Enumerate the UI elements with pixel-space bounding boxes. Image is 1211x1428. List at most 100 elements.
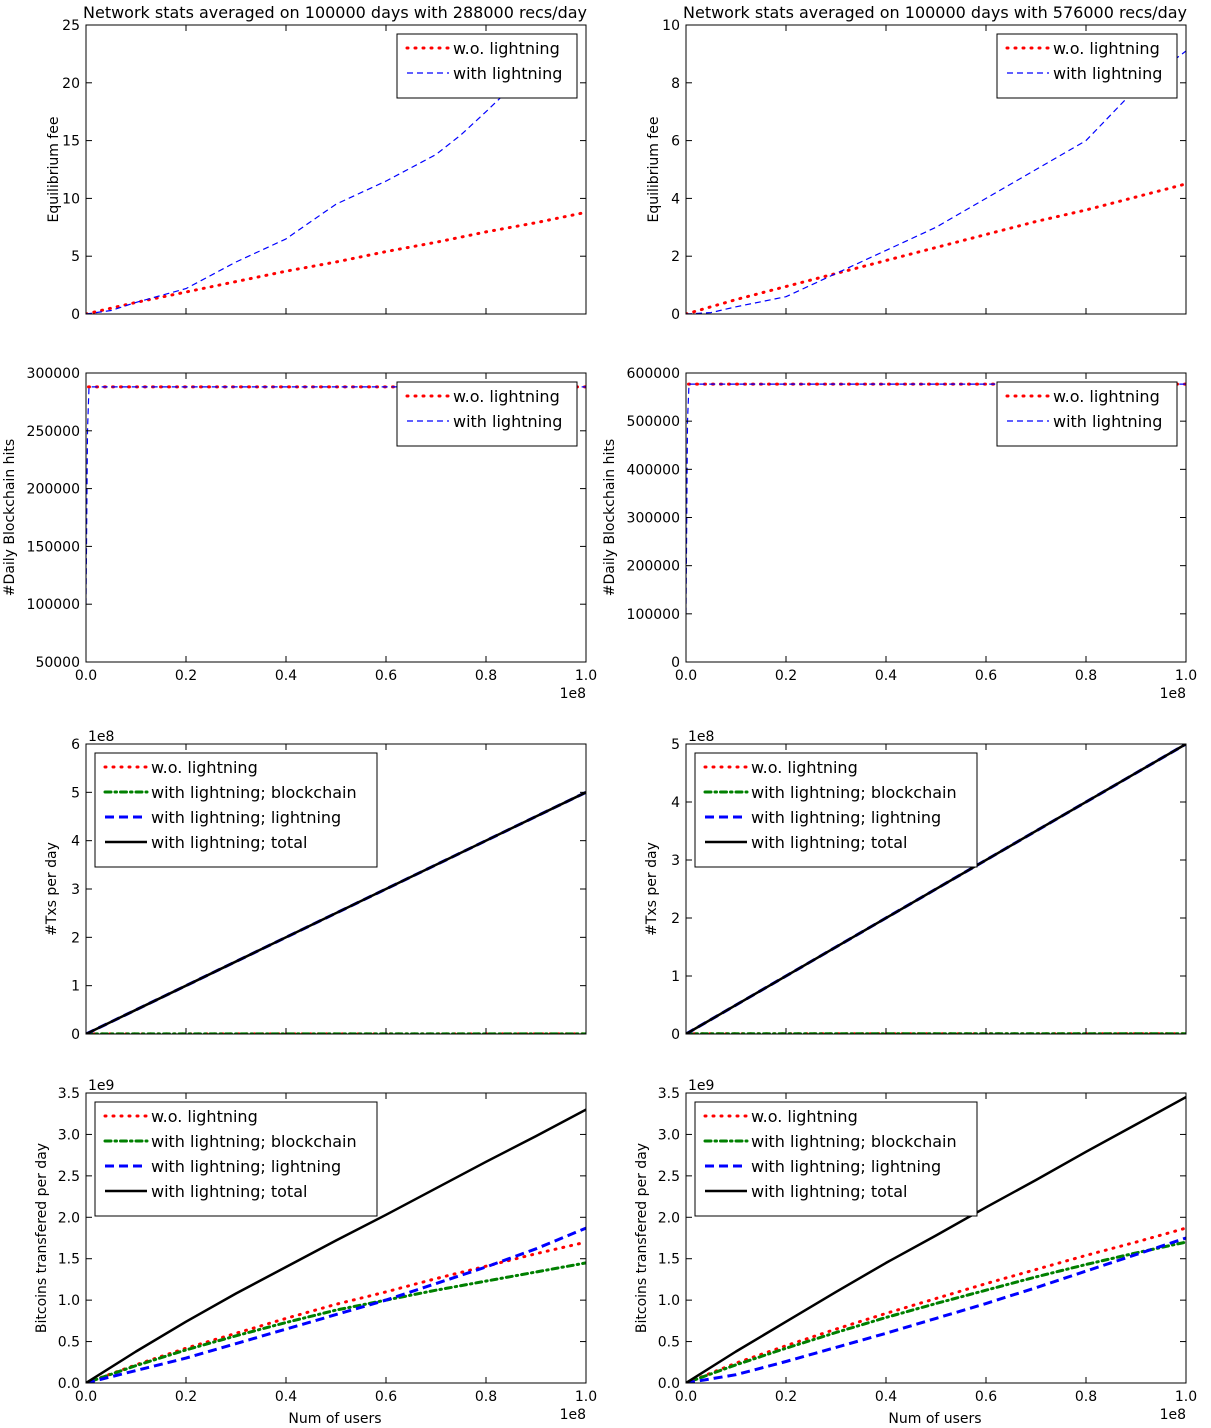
legend-label-with-lightning: with lightning bbox=[1053, 412, 1162, 431]
y-tick-label: 400000 bbox=[627, 462, 680, 478]
x-tick-label: 0.0 bbox=[75, 668, 97, 684]
legend: w.o. lightning with lightning bbox=[996, 381, 1178, 447]
x-tick-label: 0.6 bbox=[375, 1389, 397, 1405]
y-tick-label: 0 bbox=[671, 655, 680, 671]
series-line-with-lightning bbox=[686, 50, 1186, 314]
chart-panel-txs-left: 0 1 2 3 4 5 6 1e8 #Txs per day w.o. lightning with… bbox=[44, 729, 587, 1043]
series-line-w-o-lightning bbox=[686, 182, 1186, 314]
y-tick-label: 2.0 bbox=[58, 1210, 80, 1226]
legend-label-with-lightning-total: with lightning; total bbox=[151, 833, 307, 852]
series-line-with-lightning-blockchain bbox=[86, 1261, 586, 1383]
legend-box bbox=[396, 33, 578, 99]
x-tick-label: 0.4 bbox=[875, 1389, 897, 1405]
legend-box bbox=[94, 752, 378, 868]
x-offset-text: 1e8 bbox=[560, 686, 586, 702]
y-tick-label: 300000 bbox=[27, 366, 80, 382]
chart-panel-btc-right: 0.0 0.2 0.4 0.6 0.8 1.0 0.0 0.5 1.0 1.5 2.0 2.5 3.0 3… bbox=[634, 1078, 1197, 1423]
y-tick-label: 500000 bbox=[627, 414, 680, 430]
legend-label-w-o-lightning: w.o. lightning bbox=[751, 758, 858, 777]
legend-box bbox=[694, 1101, 978, 1217]
x-tick-label: 0.4 bbox=[275, 668, 297, 684]
y-tick-label: 150000 bbox=[27, 539, 80, 555]
y-tick-label: 4 bbox=[71, 834, 80, 850]
y-tick-label: 50000 bbox=[35, 655, 80, 671]
legend-label-with-lightning-blockchain: with lightning; blockchain bbox=[751, 783, 957, 802]
legend-box bbox=[996, 33, 1178, 99]
series-line-with-lightning-lightning bbox=[686, 1236, 1186, 1383]
legend-label-w-o-lightning: w.o. lightning bbox=[453, 387, 560, 406]
x-tick-label: 1.0 bbox=[575, 1389, 597, 1405]
y-tick-label: 200000 bbox=[627, 559, 680, 575]
y-tick-label: 250000 bbox=[27, 424, 80, 440]
chart-panel-fee-right: 0 2 4 6 8 10 Equilibrium fee w.o. lightning with… bbox=[646, 18, 1187, 323]
series-line-with-lightning-total bbox=[86, 1108, 586, 1383]
series-line-w-o-lightning bbox=[86, 210, 586, 314]
series-line-with-lightning bbox=[86, 386, 586, 605]
series-line-w-o-lightning bbox=[686, 1226, 1186, 1383]
legend-label-with-lightning-lightning: with lightning; lightning bbox=[751, 1157, 941, 1176]
x-tick-label: 0.6 bbox=[975, 668, 997, 684]
x-tick-label: 0.0 bbox=[75, 1389, 97, 1405]
left-x-axis-label: Num of users bbox=[288, 1411, 381, 1427]
y-tick-label: 200000 bbox=[27, 482, 80, 498]
legend: w.o. lightning with lightning bbox=[396, 381, 578, 447]
legend-label-with-lightning-total: with lightning; total bbox=[751, 1182, 907, 1201]
series-line-with-lightning-total bbox=[86, 791, 586, 1034]
y-tick-label: 3.5 bbox=[58, 1086, 80, 1102]
y-tick-label: 3 bbox=[71, 882, 80, 898]
y-tick-label: 0 bbox=[71, 1027, 80, 1043]
x-tick-label: 0.2 bbox=[775, 668, 797, 684]
series-line-with-lightning-total bbox=[686, 744, 1186, 1034]
y-tick-label: 6 bbox=[671, 134, 680, 150]
x-tick-label: 0.8 bbox=[475, 668, 497, 684]
legend: w.o. lightning with lightning; blockchain… bbox=[694, 752, 978, 868]
y-tick-label: 1.5 bbox=[58, 1252, 80, 1268]
y-tick-label: 1.0 bbox=[658, 1293, 680, 1309]
x-offset-text: 1e8 bbox=[1160, 686, 1186, 702]
plot-frame bbox=[685, 24, 1187, 315]
right-x-axis-label: Num of users bbox=[888, 1411, 981, 1427]
y-tick-label: 2 bbox=[671, 249, 680, 265]
y-tick-label: 3.0 bbox=[58, 1127, 80, 1143]
y-offset-text: 1e9 bbox=[688, 1078, 714, 1094]
legend-label-with-lightning-blockchain: with lightning; blockchain bbox=[151, 783, 357, 802]
series-group bbox=[86, 1108, 586, 1383]
y-tick-label: 100000 bbox=[27, 597, 80, 613]
series-line-w-o-lightning bbox=[86, 1240, 586, 1383]
y-tick-label: 0.0 bbox=[58, 1376, 80, 1392]
y-tick-label: 2.5 bbox=[58, 1169, 80, 1185]
right-column-title: Network stats averaged on 100000 days wi… bbox=[683, 3, 1187, 22]
legend-label-with-lightning-blockchain: with lightning; blockchain bbox=[151, 1132, 357, 1151]
y-tick-label: 0 bbox=[671, 307, 680, 323]
y-tick-label: 0.5 bbox=[58, 1335, 80, 1351]
y-tick-label: 300000 bbox=[627, 511, 680, 527]
y-tick-label: 6 bbox=[71, 737, 80, 753]
y-tick-label: 1.5 bbox=[658, 1252, 680, 1268]
x-offset-text: 1e8 bbox=[560, 1407, 586, 1423]
y-tick-label: 3 bbox=[671, 853, 680, 869]
y-tick-label: 25 bbox=[62, 18, 80, 34]
legend-label-w-o-lightning: w.o. lightning bbox=[151, 758, 258, 777]
legend-label-with-lightning: with lightning bbox=[453, 412, 562, 431]
y-tick-label: 1 bbox=[71, 979, 80, 995]
y-axis-label: Bitcoins transfered per day bbox=[634, 1143, 650, 1333]
legend-box bbox=[996, 381, 1178, 447]
x-tick-label: 0.2 bbox=[175, 1389, 197, 1405]
chart-panel-btc-left: 0.0 0.2 0.4 0.6 0.8 1.0 0.0 0.5 1.0 1.5 2.0 2.5 3.0 3… bbox=[34, 1078, 597, 1423]
legend-label-w-o-lightning: w.o. lightning bbox=[751, 1107, 858, 1126]
y-tick-label: 100000 bbox=[627, 607, 680, 623]
legend-label-with-lightning-lightning: with lightning; lightning bbox=[151, 808, 341, 827]
legend-label-with-lightning: with lightning bbox=[1053, 64, 1162, 83]
y-axis-label: #Txs per day bbox=[44, 842, 60, 936]
x-tick-label: 0.2 bbox=[175, 668, 197, 684]
legend: w.o. lightning with lightning bbox=[396, 33, 578, 99]
y-offset-text: 1e8 bbox=[688, 729, 714, 745]
y-tick-label: 2 bbox=[71, 930, 80, 946]
y-tick-label: 1 bbox=[671, 969, 680, 985]
y-axis-label: #Txs per day bbox=[644, 842, 660, 936]
y-tick-label: 15 bbox=[62, 134, 80, 150]
y-tick-label: 0.5 bbox=[658, 1335, 680, 1351]
series-line-with-lightning bbox=[686, 383, 1186, 614]
chart-panel-hits-left: 0.0 0.2 0.4 0.6 0.8 1.0 50000 100000 150000 20000… bbox=[2, 366, 597, 702]
